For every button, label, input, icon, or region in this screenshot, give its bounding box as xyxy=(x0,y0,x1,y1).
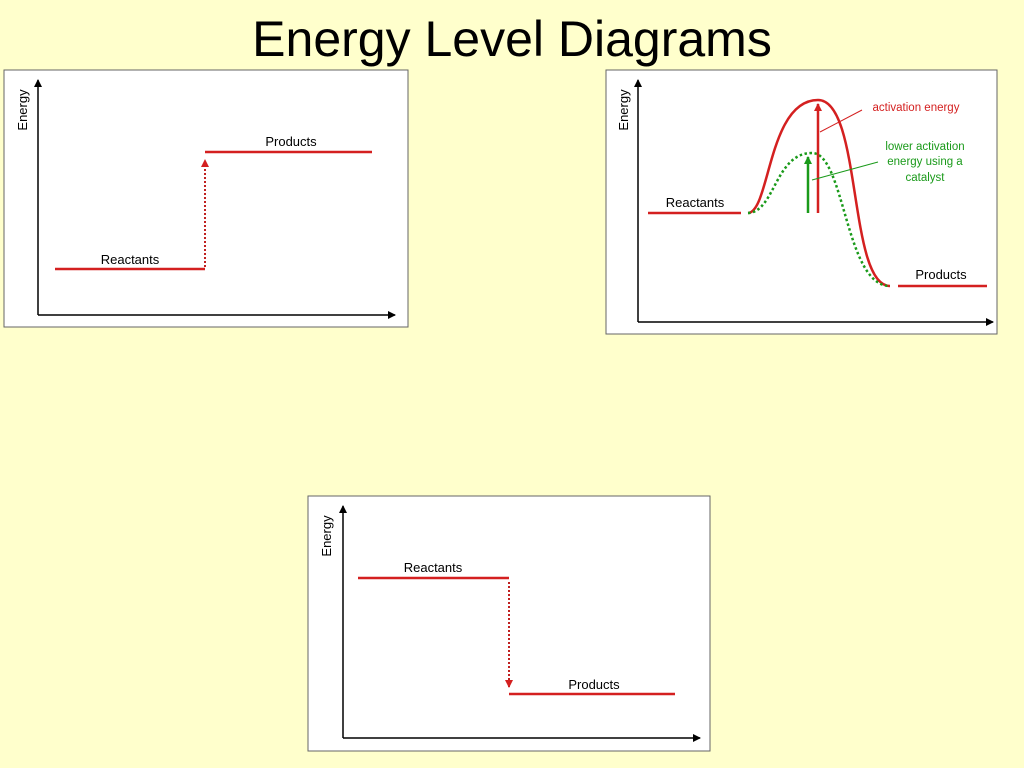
leader-line xyxy=(819,109,863,133)
reactants-label: Reactants xyxy=(404,560,463,575)
reactants-label: Reactants xyxy=(666,195,725,210)
activation-label: activation energy xyxy=(873,102,960,114)
catalyst-curve xyxy=(747,151,891,288)
reactants-label: Reactants xyxy=(101,252,160,267)
leader-line xyxy=(811,161,879,181)
axis-label: Energy xyxy=(319,515,334,557)
reaction-curve xyxy=(747,98,891,288)
panel xyxy=(605,69,998,335)
diagram-endothermic: Energy Reactants Products xyxy=(3,69,409,328)
slide-title: Energy Level Diagrams xyxy=(252,11,772,67)
diagram-activation: Energy Reactants Products activation ene… xyxy=(605,69,998,335)
products-label: Products xyxy=(265,134,317,149)
axis-label: Energy xyxy=(15,89,30,131)
catalyst-label: lower activation xyxy=(885,141,964,153)
axis-label: Energy xyxy=(616,89,631,131)
diagram-exothermic: Energy Reactants Products xyxy=(307,495,711,752)
products-label: Products xyxy=(568,677,620,692)
catalyst-label: energy using a xyxy=(887,156,963,168)
catalyst-label: catalyst xyxy=(906,172,946,184)
products-label: Products xyxy=(915,267,967,282)
